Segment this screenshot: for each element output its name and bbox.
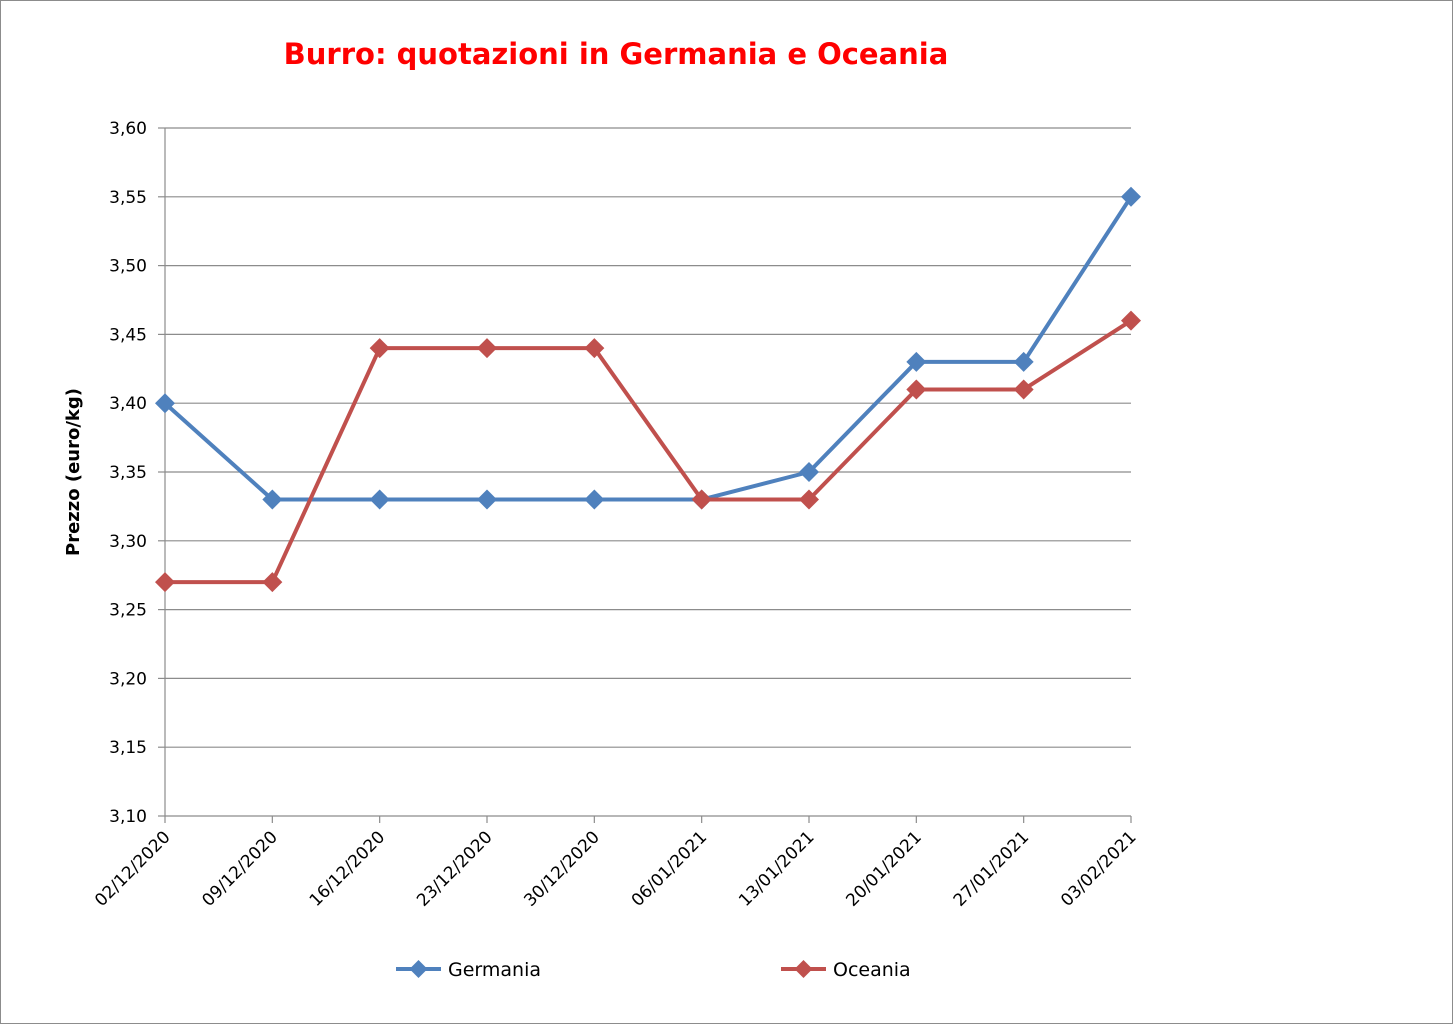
x-tick-label: 13/01/2021 — [735, 827, 818, 910]
x-tick-label: 20/01/2021 — [842, 827, 925, 910]
data-point — [1121, 186, 1141, 207]
data-point — [584, 489, 605, 510]
data-point — [155, 393, 175, 414]
y-tick-label: 3,30 — [109, 532, 147, 552]
data-point — [155, 572, 175, 593]
axes — [158, 127, 1132, 823]
data-point — [262, 572, 283, 593]
x-tick-label: 06/01/2021 — [628, 827, 711, 910]
x-tick-label: 09/12/2020 — [198, 827, 281, 910]
x-tick-label: 02/12/2020 — [91, 827, 174, 910]
legend-item-oceania: Oceania — [781, 959, 911, 981]
series-oceania — [155, 310, 1141, 593]
y-tick-label: 3,25 — [109, 601, 147, 621]
y-tick-label: 3,40 — [109, 394, 147, 414]
legend: Germania Oceania — [396, 959, 911, 981]
legend-item-germania: Germania — [396, 959, 541, 981]
data-point — [477, 489, 497, 510]
data-point — [1013, 379, 1034, 400]
series-line — [163, 194, 1133, 502]
chart-title: Burro: quotazioni in Germania e Oceania — [284, 37, 949, 71]
data-point — [1121, 310, 1141, 331]
y-tick-label: 3,60 — [109, 119, 147, 139]
x-tick-label: 16/12/2020 — [306, 827, 389, 910]
data-point — [477, 338, 497, 359]
data-point — [906, 379, 927, 400]
legend-marker — [409, 960, 428, 978]
x-tick-label: 23/12/2020 — [413, 827, 496, 910]
legend-label: Oceania — [833, 959, 911, 981]
x-tick-labels: 02/12/2020 09/12/2020 16/12/2020 23/12/2020… — [91, 827, 1140, 910]
data-point — [369, 338, 390, 359]
y-tick-label: 3,50 — [109, 257, 147, 277]
data-point — [799, 489, 819, 510]
series-line — [163, 318, 1133, 585]
x-tick-label: 27/01/2021 — [950, 827, 1033, 910]
data-point — [799, 462, 819, 482]
y-axis-label: Prezzo (euro/kg) — [63, 388, 84, 556]
data-point — [262, 489, 283, 510]
y-tick-label: 3,15 — [109, 738, 147, 758]
x-tick-label: 30/12/2020 — [520, 827, 603, 910]
data-point — [691, 489, 712, 510]
data-point — [584, 338, 605, 359]
y-tick-label: 3,55 — [109, 188, 147, 208]
grid-lines — [165, 127, 1131, 748]
y-tick-label: 3,35 — [109, 463, 147, 483]
y-tick-label: 3,10 — [109, 807, 147, 827]
series — [155, 186, 1141, 593]
x-tick-label: 03/02/2021 — [1057, 827, 1140, 910]
data-point — [906, 351, 927, 372]
y-tick-labels: 3,10 3,15 3,20 3,25 3,30 3,35 3,40 3,45 3,50 3,55… — [109, 119, 147, 827]
legend-marker — [794, 960, 813, 978]
legend-label: Germania — [448, 959, 541, 981]
y-tick-label: 3,45 — [109, 325, 147, 345]
data-point — [369, 489, 390, 510]
series-germania — [155, 186, 1141, 510]
y-tick-label: 3,20 — [109, 669, 147, 689]
data-point — [1013, 351, 1034, 372]
